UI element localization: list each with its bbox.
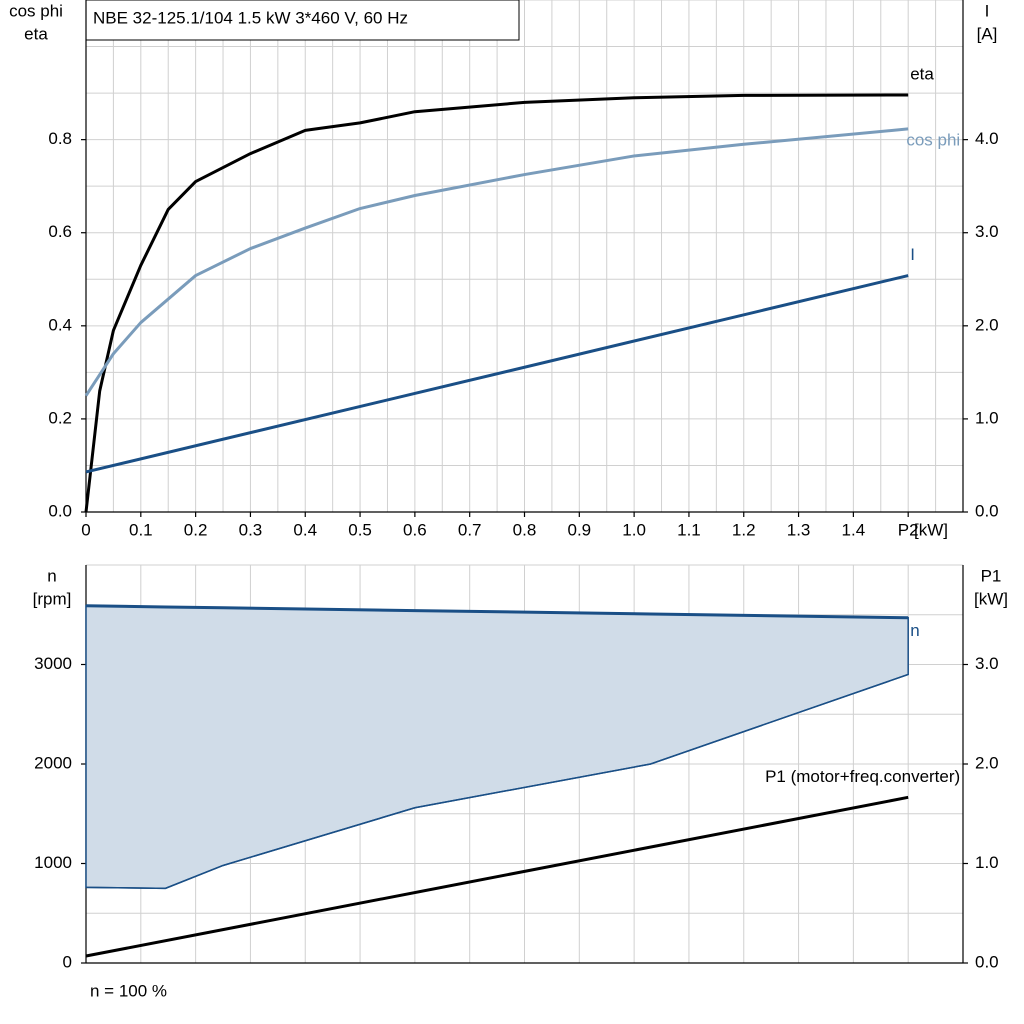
chart-title: NBE 32-125.1/104 1.5 kW 3*460 V, 60 Hz xyxy=(93,8,408,27)
y2-axis-label: [kW] xyxy=(974,589,1008,608)
x-tick-label: P2 xyxy=(898,520,919,539)
y-tick-label: 2000 xyxy=(34,753,72,772)
y-axis-label: [rpm] xyxy=(33,589,72,608)
series-label: cos phi xyxy=(906,130,960,149)
series-line xyxy=(84,93,909,513)
y2-axis-label: P1 xyxy=(981,566,1002,585)
x-tick-label: 0 xyxy=(81,520,90,539)
series-line xyxy=(85,604,909,620)
x-axis-label: [kW] xyxy=(914,520,948,539)
y2-tick-label: 3.0 xyxy=(975,654,999,673)
y-tick-label: 3000 xyxy=(34,654,72,673)
x-tick-label: 1.3 xyxy=(787,520,811,539)
y-tick-label: 0.4 xyxy=(48,315,72,334)
series-label: eta xyxy=(910,64,934,83)
y2-tick-label: 4.0 xyxy=(975,129,999,148)
x-tick-label: 0.8 xyxy=(513,520,537,539)
x-tick-label: 0.5 xyxy=(348,520,372,539)
y-tick-label: 0.6 xyxy=(48,222,72,241)
band-lower-line xyxy=(85,673,909,890)
y2-tick-label: 1.0 xyxy=(975,408,999,427)
y2-tick-label: 1.0 xyxy=(975,853,999,872)
y-tick-label: 0.2 xyxy=(48,408,72,427)
y-axis-label: n xyxy=(47,566,56,585)
x-tick-label: 1.4 xyxy=(842,520,866,539)
x-tick-label: 0.3 xyxy=(239,520,263,539)
x-tick-label: 1.0 xyxy=(622,520,646,539)
y2-axis-label: [A] xyxy=(977,24,998,43)
y2-tick-label: 0.0 xyxy=(975,501,999,520)
series-label: I xyxy=(910,245,915,264)
x-tick-label: 0.4 xyxy=(293,520,317,539)
note: n = 100 % xyxy=(90,981,167,1000)
y-tick-label: 0.0 xyxy=(48,501,72,520)
x-tick-label: 1.2 xyxy=(732,520,756,539)
x-tick-label: 0.7 xyxy=(458,520,482,539)
series-line xyxy=(85,795,909,958)
series-line xyxy=(85,274,909,474)
x-tick-label: 0.9 xyxy=(567,520,591,539)
x-tick-label: 0.6 xyxy=(403,520,427,539)
x-tick-label: 0.1 xyxy=(129,520,153,539)
x-tick-label: 1.1 xyxy=(677,520,701,539)
band-area xyxy=(85,605,909,890)
y-tick-label: 1000 xyxy=(34,853,72,872)
y2-tick-label: 2.0 xyxy=(975,315,999,334)
y2-axis-label: I xyxy=(985,1,990,20)
y2-tick-label: 0.0 xyxy=(975,952,999,971)
y-axis-label: cos phi xyxy=(9,1,63,20)
series-label: P1 (motor+freq.converter) xyxy=(765,767,960,786)
y-axis-label: eta xyxy=(24,24,48,43)
series-label: n xyxy=(910,621,919,640)
y2-tick-label: 2.0 xyxy=(975,753,999,772)
title-box xyxy=(85,0,520,41)
series-line xyxy=(84,127,909,397)
y-tick-label: 0.8 xyxy=(48,129,72,148)
y2-tick-label: 3.0 xyxy=(975,222,999,241)
x-tick-label: 0.2 xyxy=(184,520,208,539)
y-tick-label: 0 xyxy=(63,952,72,971)
